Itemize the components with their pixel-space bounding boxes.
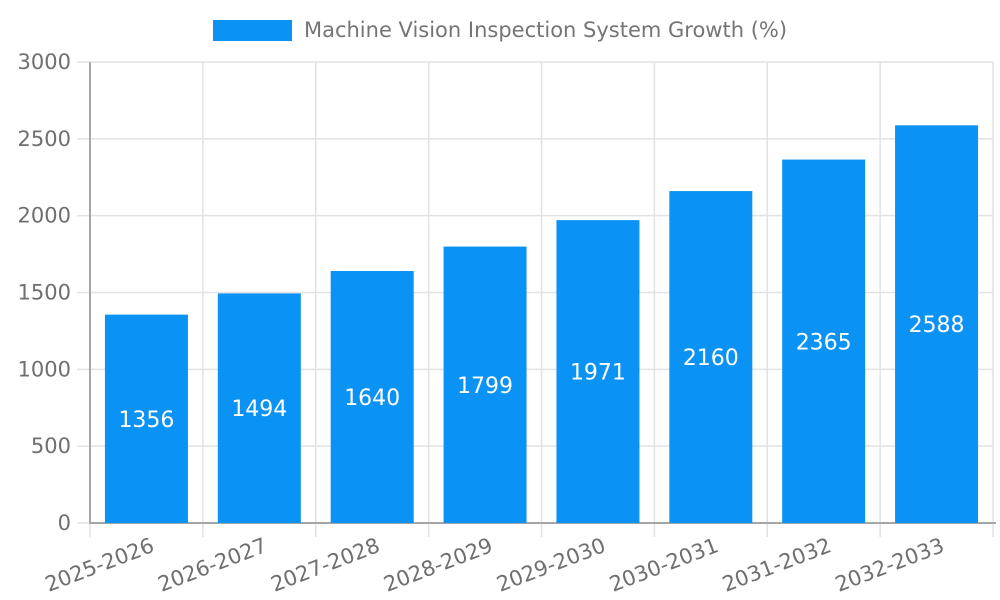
x-tick-label: 2032-2033 xyxy=(832,533,947,596)
bar-value-label: 1640 xyxy=(344,386,400,411)
y-tick-label: 3000 xyxy=(18,50,71,74)
x-tick-label: 2028-2029 xyxy=(380,533,495,596)
y-tick-label: 0 xyxy=(58,511,71,535)
bar-value-label: 1356 xyxy=(118,408,174,433)
x-tick-label: 2031-2032 xyxy=(719,533,834,596)
x-tick-label: 2027-2028 xyxy=(268,533,383,596)
bar-value-label: 1799 xyxy=(457,374,513,399)
bar xyxy=(330,270,414,523)
x-tick-label: 2029-2030 xyxy=(493,533,608,596)
y-tick-label: 1500 xyxy=(18,281,71,305)
bar xyxy=(443,246,527,524)
bar xyxy=(782,159,866,523)
bar xyxy=(104,314,188,523)
y-tick-label: 1000 xyxy=(18,357,71,381)
x-tick-label: 2026-2027 xyxy=(155,533,270,596)
bar xyxy=(669,191,753,523)
bar-value-label: 2588 xyxy=(909,313,965,338)
y-tick-label: 2500 xyxy=(18,127,71,151)
bar-value-label: 1971 xyxy=(570,361,626,386)
x-tick-label: 2030-2031 xyxy=(606,533,721,596)
bar xyxy=(556,220,640,524)
y-tick-label: 2000 xyxy=(18,204,71,228)
bar-value-label: 1494 xyxy=(231,397,287,422)
bar xyxy=(217,293,301,523)
bar-value-label: 2365 xyxy=(796,330,852,355)
y-tick-label: 500 xyxy=(31,434,71,458)
legend-swatch[interactable] xyxy=(212,19,292,41)
chart-legend[interactable]: Machine Vision Inspection System Growth … xyxy=(0,17,1000,43)
bar-value-label: 2160 xyxy=(683,346,739,371)
bar xyxy=(895,125,979,523)
x-tick-label: 2025-2026 xyxy=(42,533,157,596)
legend-label[interactable]: Machine Vision Inspection System Growth … xyxy=(303,18,788,42)
